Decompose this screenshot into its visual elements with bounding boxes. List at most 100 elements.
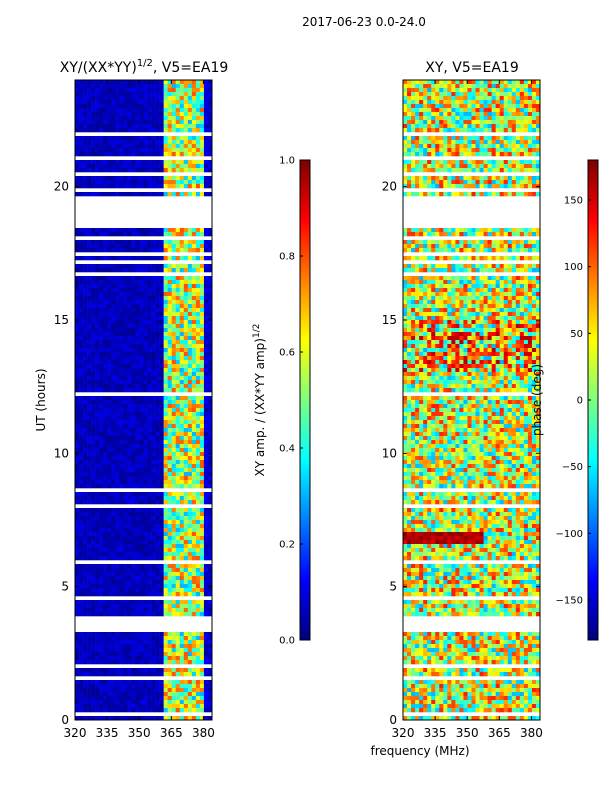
heatmap-cell [175,556,181,561]
heatmap-cell [111,376,116,381]
heatmap-cell [207,136,213,141]
heatmap-cell [151,636,156,641]
heatmap-cell [135,412,140,417]
heatmap-cell [151,192,156,197]
heatmap-cell [147,420,152,425]
heatmap-cell [159,644,164,649]
heatmap-cell [163,88,168,93]
heatmap-cell [123,512,128,517]
heatmap-cell [191,508,197,513]
heatmap-cell [163,692,168,697]
heatmap-cell [87,552,92,557]
heatmap-cell [187,148,193,153]
heatmap-cell [203,564,209,569]
heatmap-cell [123,344,128,349]
heatmap-cell [159,460,164,465]
heatmap-cell [87,400,92,405]
heatmap-cell [147,380,152,385]
heatmap-cell [91,496,96,501]
heatmap-cell [99,136,104,141]
heatmap-cell [111,672,116,677]
heatmap-cell [175,380,181,385]
heatmap-cell [175,420,181,425]
heatmap-cell [115,228,120,233]
heatmap-cell [435,116,440,121]
heatmap-cell [155,704,160,709]
heatmap-cell [443,120,448,125]
heatmap-cell [87,424,92,429]
heatmap-cell [119,136,124,141]
heatmap-cell [123,148,128,153]
heatmap-cell [143,600,148,605]
heatmap-cell [151,704,156,709]
heatmap-cell [183,264,189,269]
heatmap-cell [179,644,185,649]
heatmap-cell [175,588,181,593]
heatmap-cell [175,84,181,89]
heatmap-cell [151,440,156,445]
heatmap-cell [107,240,112,245]
heatmap-cell [459,108,464,113]
heatmap-cell [99,564,104,569]
heatmap-cell [103,160,108,165]
heatmap-cell [139,680,144,685]
heatmap-cell [135,668,140,673]
heatmap-cell [87,544,92,549]
heatmap-cell [159,184,164,189]
heatmap-cell [143,316,148,321]
heatmap-cell [131,652,136,657]
heatmap-cell [99,568,104,573]
heatmap-cell [107,448,112,453]
heatmap-cell [175,248,181,253]
heatmap-cell [203,656,209,661]
heatmap-cell [79,576,84,581]
heatmap-cell [187,648,193,653]
heatmap-cell [123,164,128,169]
heatmap-cell [99,284,104,289]
heatmap-cell [91,248,96,253]
heatmap-cell [191,516,197,521]
heatmap-cell [111,536,116,541]
heatmap-cell [419,128,424,133]
heatmap-cell [155,300,160,305]
heatmap-cell [79,340,84,345]
heatmap-cell [155,548,160,553]
heatmap-cell [123,288,128,293]
heatmap-cell [151,168,156,173]
heatmap-cell [147,288,152,293]
heatmap-cell [175,228,181,233]
heatmap-cell [107,324,112,329]
heatmap-cell [463,116,468,121]
heatmap-cell [427,92,432,97]
heatmap-cell [151,404,156,409]
heatmap-cell [91,372,96,377]
heatmap-cell [99,296,104,301]
heatmap-cell [203,436,209,441]
heatmap-cell [83,496,88,501]
heatmap-cell [75,500,80,505]
heatmap-cell [123,324,128,329]
heatmap-cell [99,540,104,545]
heatmap-cell [407,100,412,105]
heatmap-cell [103,84,108,89]
heatmap-cell [127,552,132,557]
heatmap-cell [147,136,152,141]
heatmap-cell [531,92,537,97]
heatmap-cell [495,120,501,125]
heatmap-cell [139,508,144,513]
heatmap-cell [415,88,420,93]
heatmap-cell [135,572,140,577]
heatmap-cell [95,128,100,133]
heatmap-cell [175,636,181,641]
heatmap-cell [123,568,128,573]
heatmap-cell [167,268,173,273]
heatmap-cell [115,344,120,349]
heatmap-cell [531,80,537,85]
heatmap-cell [207,96,213,101]
heatmap-cell [91,604,96,609]
heatmap-cell [147,280,152,285]
heatmap-cell [143,344,148,349]
heatmap-cell [107,484,112,489]
heatmap-cell [87,588,92,593]
heatmap-cell [203,580,209,585]
